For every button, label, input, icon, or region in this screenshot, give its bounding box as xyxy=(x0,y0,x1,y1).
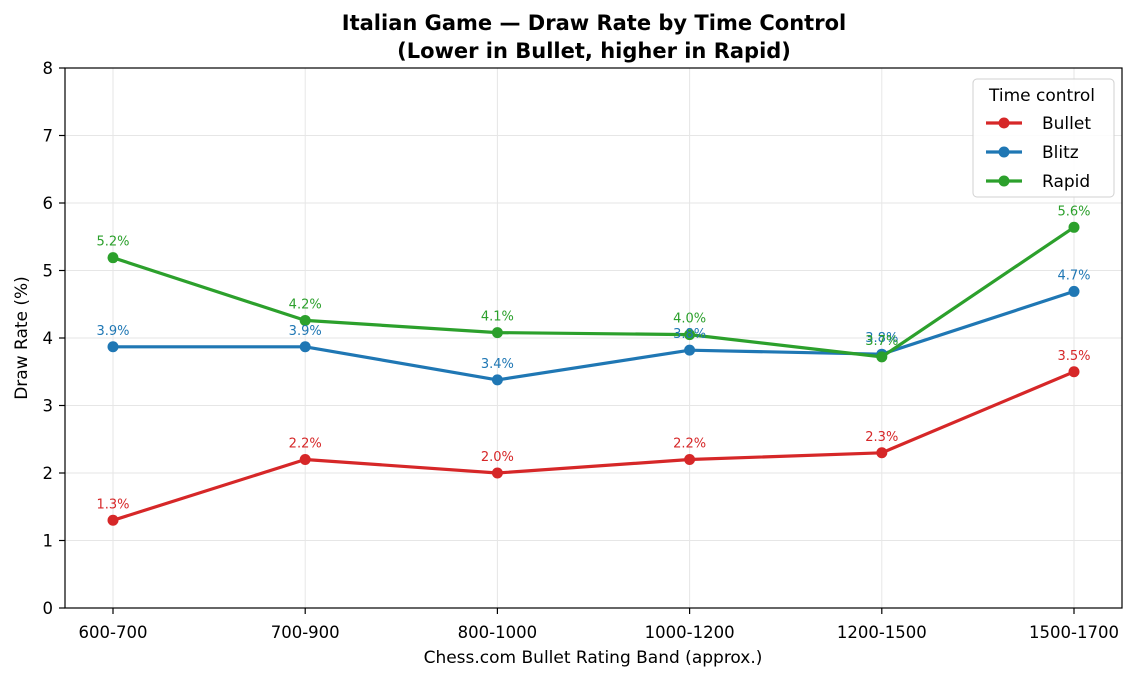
data-label-bullet: 1.3% xyxy=(96,497,129,512)
x-axis-label: Chess.com Bullet Rating Band (approx.) xyxy=(424,648,763,668)
y-tick-label: 5 xyxy=(43,262,54,281)
data-label-rapid: 4.1% xyxy=(481,310,514,325)
data-point-rapid xyxy=(299,314,311,326)
x-tick-label: 800-1000 xyxy=(458,623,537,642)
x-tick-label: 600-700 xyxy=(79,623,148,642)
data-point-bullet xyxy=(491,467,503,479)
data-point-bullet xyxy=(107,514,119,526)
series-line-blitz xyxy=(113,289,1075,382)
data-label-blitz: 3.9% xyxy=(96,324,129,339)
x-tick-label: 700-900 xyxy=(271,623,340,642)
y-tick-label: 8 xyxy=(43,59,54,78)
data-label-bullet: 2.2% xyxy=(289,437,322,452)
data-point-blitz xyxy=(1068,285,1080,297)
data-label-rapid: 4.2% xyxy=(289,297,322,312)
y-tick-label: 4 xyxy=(43,329,54,348)
data-point-rapid xyxy=(876,351,888,363)
data-labels: 1.3% 2.2% 2.0% 2.2% 2.3% 3.5% 3.9% 3.9% 3.4% 3.8%… xyxy=(96,204,1090,512)
data-label-rapid: 3.7% xyxy=(865,334,898,349)
data-label-bullet: 2.0% xyxy=(481,450,514,465)
data-point-rapid xyxy=(491,327,503,339)
data-label-rapid: 5.6% xyxy=(1057,204,1090,219)
legend-label-rapid: Rapid xyxy=(1042,172,1090,192)
legend-marker-blitz xyxy=(998,146,1010,158)
x-tick-label: 1200-1500 xyxy=(837,623,927,642)
data-point-blitz xyxy=(684,344,696,356)
y-tick-label: 0 xyxy=(43,599,54,618)
y-tick-label: 3 xyxy=(43,397,54,416)
y-tick-label: 2 xyxy=(43,464,54,483)
axis-ticks: 600-700 700-900 800-1000 1000-1200 1200-1500… xyxy=(43,59,1119,642)
data-label-rapid: 5.2% xyxy=(96,235,129,250)
legend-marker-rapid xyxy=(998,175,1010,187)
legend-label-blitz: Blitz xyxy=(1042,143,1079,163)
grid xyxy=(65,67,1122,609)
legend-box xyxy=(972,78,1115,198)
data-point-rapid xyxy=(1068,221,1080,233)
data-label-bullet: 2.2% xyxy=(673,437,706,452)
data-label-blitz: 3.8% xyxy=(673,327,706,342)
data-point-bullet xyxy=(876,447,888,459)
chart-title: Italian Game — Draw Rate by Time Control xyxy=(342,11,846,35)
y-tick-label: 1 xyxy=(43,532,54,551)
data-point-bullet xyxy=(684,454,696,465)
data-label-bullet: 2.3% xyxy=(865,430,898,445)
y-tick-label: 6 xyxy=(43,194,54,213)
data-point-bullet xyxy=(1068,366,1080,378)
data-point-blitz xyxy=(299,341,311,353)
data-label-blitz: 3.9% xyxy=(289,324,322,339)
series-line-rapid xyxy=(112,225,1075,359)
data-point-blitz xyxy=(491,374,503,386)
data-label-bullet: 3.5% xyxy=(1057,349,1090,364)
x-tick-label: 1000-1200 xyxy=(645,623,735,642)
x-tick-label: 1500-1700 xyxy=(1029,623,1119,642)
chart-subtitle: (Lower in Bullet, higher in Rapid) xyxy=(397,39,791,63)
data-point-blitz xyxy=(107,341,119,353)
data-point-bullet xyxy=(299,454,311,465)
legend-marker-bullet xyxy=(998,117,1010,129)
data-label-rapid: 4.0% xyxy=(673,312,706,327)
data-point-rapid xyxy=(684,329,696,341)
series-group xyxy=(107,221,1080,526)
legend-title: Time control xyxy=(988,86,1095,106)
legend-label-bullet: Bullet xyxy=(1042,114,1091,134)
series-line-bullet xyxy=(112,370,1075,522)
data-label-blitz: 4.7% xyxy=(1057,268,1090,283)
y-axis-label: Draw Rate (%) xyxy=(12,276,32,400)
data-point-rapid xyxy=(107,252,119,264)
y-tick-label: 7 xyxy=(43,127,54,146)
data-label-blitz: 3.8% xyxy=(865,331,898,346)
legend: Time control Bullet Blitz Rapid xyxy=(972,78,1115,198)
data-label-blitz: 3.4% xyxy=(481,357,514,372)
